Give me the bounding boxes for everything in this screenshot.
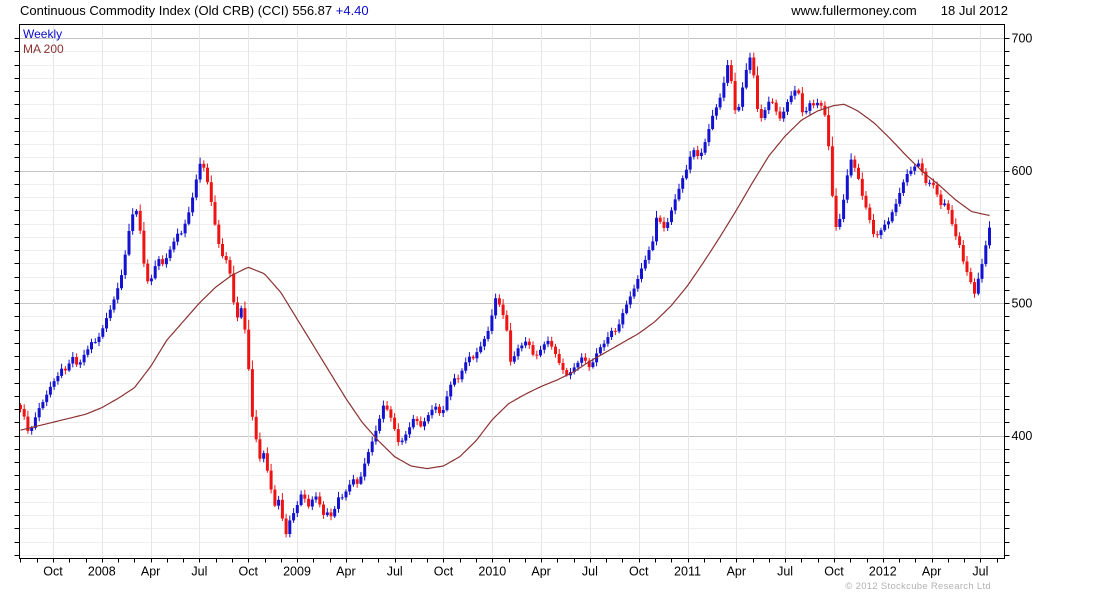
svg-text:2009: 2009 [283, 565, 311, 579]
svg-text:400: 400 [1012, 429, 1033, 443]
ma-line [20, 103, 990, 470]
svg-text:Apr: Apr [531, 565, 550, 579]
svg-text:Apr: Apr [727, 565, 746, 579]
date-label: 18 Jul 2012 [940, 3, 1008, 18]
legend-weekly: Weekly [23, 27, 63, 41]
svg-text:Jul: Jul [387, 565, 403, 579]
candles-layer [19, 52, 991, 538]
svg-text:2011: 2011 [674, 565, 701, 579]
y-axis: 700 600 500 400 [14, 32, 1033, 556]
svg-text:Oct: Oct [629, 565, 649, 579]
svg-text:Jul: Jul [972, 565, 988, 579]
svg-text:2012: 2012 [869, 565, 897, 579]
copyright-label: © 2012 Stockcube Research Ltd [845, 581, 991, 592]
svg-text:Apr: Apr [336, 565, 355, 579]
svg-text:Jul: Jul [191, 565, 207, 579]
chart-title: Continuous Commodity Index (Old CRB) (CC… [20, 3, 369, 18]
svg-text:Oct: Oct [824, 565, 844, 579]
title-bar: Continuous Commodity Index (Old CRB) (CC… [0, 0, 1100, 22]
grid-layer [19, 24, 1005, 559]
svg-text:Apr: Apr [922, 565, 941, 579]
x-axis: Oct 2008 Apr Jul Oct 2009 Apr Jul Oct 2010 Apr Jul O… [20, 558, 998, 579]
svg-text:2008: 2008 [88, 565, 116, 579]
svg-text:2010: 2010 [478, 565, 506, 579]
svg-text:600: 600 [1012, 164, 1033, 178]
svg-text:Jul: Jul [777, 565, 793, 579]
price-change: +4.40 [335, 3, 369, 18]
chart-title-text: Continuous Commodity Index (Old CRB) (CC… [20, 3, 333, 18]
legend-ma: MA 200 [23, 42, 64, 56]
plot-frame [19, 24, 1005, 559]
svg-text:Jul: Jul [582, 565, 598, 579]
svg-text:Apr: Apr [141, 565, 160, 579]
chart-legend: Weekly MA 200 [23, 27, 64, 57]
svg-text:Oct: Oct [43, 565, 63, 579]
svg-text:700: 700 [1012, 32, 1033, 46]
svg-text:Oct: Oct [434, 565, 454, 579]
svg-text:500: 500 [1012, 297, 1033, 311]
svg-text:Oct: Oct [238, 565, 258, 579]
website-link: www.fullermoney.com [791, 3, 917, 18]
